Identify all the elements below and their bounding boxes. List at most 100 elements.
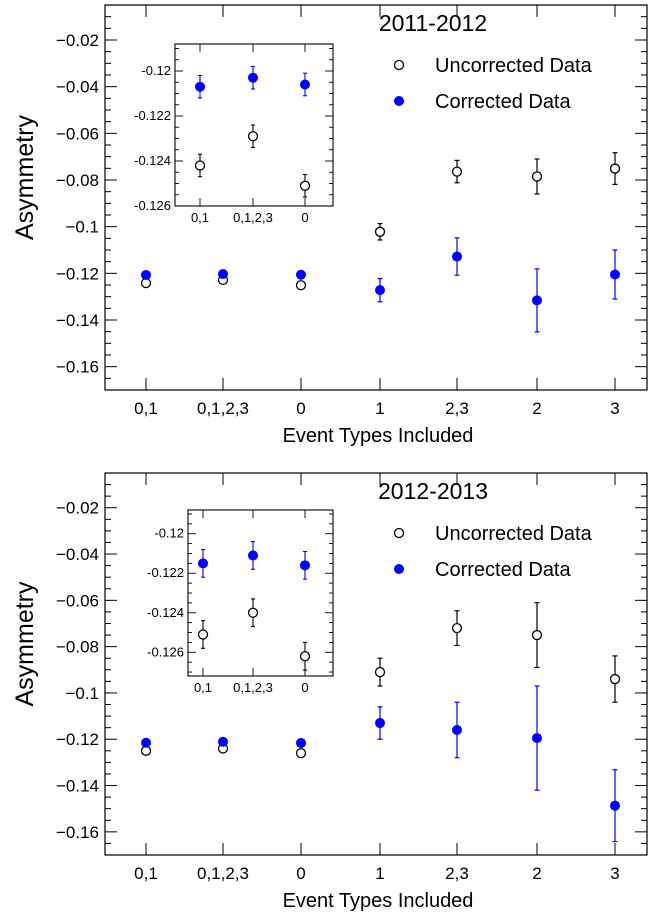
y-tick-label: −0.06: [56, 124, 99, 143]
y-tick-label: −0.02: [56, 499, 99, 518]
data-point-uncorrected: [374, 666, 386, 678]
data-point-uncorrected: [609, 673, 621, 685]
inset-point-uncorrected: [197, 629, 209, 640]
inset-frame: [187, 509, 334, 677]
inset-x-tick-label: 0: [301, 680, 308, 695]
x-tick-label: 2,3: [445, 399, 469, 418]
inset-x-tick-label: 0,1: [194, 680, 212, 695]
data-point-corrected: [218, 736, 228, 747]
legend-label: Corrected Data: [435, 91, 571, 113]
inset-y-tick-label: -0.124: [147, 605, 184, 620]
inset-y-tick-label: -0.122: [147, 565, 184, 580]
plot-frame: [104, 472, 648, 856]
inset-x-tick-label: 0,1,2,3: [233, 680, 273, 695]
data-point-corrected: [452, 251, 462, 262]
inset-y-tick-label: -0.124: [134, 153, 171, 168]
inset-y-tick-label: -0.12: [141, 63, 171, 78]
y-tick-label: −0.04: [56, 78, 99, 97]
y-tick-label: −0.1: [65, 218, 99, 237]
inset-y-tick-label: -0.122: [134, 108, 171, 123]
y-tick-label: −0.16: [56, 358, 99, 377]
y-tick-label: −0.12: [56, 264, 99, 283]
inset-point-corrected: [300, 560, 310, 571]
x-tick-label: 0,1,2,3: [197, 864, 249, 883]
data-point-uncorrected: [295, 747, 307, 759]
chart-title: 2012-2013: [378, 478, 488, 504]
y-tick-label: −0.02: [56, 31, 99, 50]
legend-marker-filled: [394, 96, 404, 106]
inset-panel: -0.12 -0.122 -0.124 -0.126 0,1 0,1,2,3 0: [147, 509, 334, 695]
inset-y-tick-label: -0.126: [147, 644, 184, 659]
x-tick-label: 3: [610, 399, 619, 418]
data-point-corrected: [375, 718, 385, 729]
y-tick-label: −0.14: [56, 777, 99, 796]
legend-marker-open: [393, 527, 405, 539]
inset-x-tick-label: 0: [301, 210, 308, 225]
inset-point-uncorrected: [247, 607, 259, 618]
y-tick-label: −0.1: [65, 684, 99, 703]
plot-frame: [104, 4, 648, 391]
chart-title: 2011-2012: [379, 10, 487, 36]
data-point-corrected: [296, 737, 306, 748]
data-point-uncorrected: [531, 629, 543, 641]
y-tick-label: −0.14: [56, 311, 99, 330]
data-point-corrected: [532, 295, 542, 306]
inset-y-tick-label: -0.126: [134, 198, 171, 213]
y-axis-title: Asymmetry: [11, 581, 39, 707]
x-tick-label: 0,1: [134, 399, 158, 418]
data-point-corrected: [532, 733, 542, 744]
legend-label: Uncorrected Data: [435, 55, 593, 77]
data-point-corrected: [375, 285, 385, 296]
x-tick-label: 0,1: [134, 864, 158, 883]
legend-marker-filled: [394, 564, 404, 574]
y-tick-label: −0.12: [56, 730, 99, 749]
inset-x-tick-label: 0,1,2,3: [233, 210, 273, 225]
y-tick-label: −0.06: [56, 591, 99, 610]
legend-label: Uncorrected Data: [435, 523, 593, 545]
legend-marker-open: [393, 59, 405, 71]
y-tick-label: −0.04: [56, 545, 99, 564]
inset-point-corrected: [300, 79, 310, 90]
x-tick-label: 0: [296, 399, 305, 418]
data-point-uncorrected: [140, 277, 152, 289]
inset-point-corrected: [248, 550, 258, 561]
data-point-corrected: [141, 269, 151, 280]
inset-point-uncorrected: [247, 131, 259, 142]
inset-point-corrected: [195, 81, 205, 92]
legend-label: Corrected Data: [435, 559, 571, 581]
x-tick-label: 2: [532, 399, 541, 418]
data-point-uncorrected: [374, 226, 386, 237]
data-point-corrected: [218, 269, 228, 280]
x-tick-label: 2,3: [445, 864, 469, 883]
data-point-uncorrected: [531, 171, 543, 182]
data-point-uncorrected: [295, 280, 307, 291]
inset-point-corrected: [198, 558, 208, 569]
inset-x-tick-label: 0,1: [191, 210, 209, 225]
data-point-uncorrected: [451, 622, 463, 634]
y-axis-title: Asymmetry: [11, 115, 39, 241]
x-axis-title: Event Types Included: [283, 425, 474, 447]
y-tick-label: −0.08: [56, 171, 99, 190]
data-point-uncorrected: [609, 163, 621, 174]
inset-y-tick-label: -0.12: [154, 526, 184, 541]
inset-point-uncorrected: [299, 651, 311, 662]
x-tick-label: 1: [375, 864, 384, 883]
data-point-uncorrected: [451, 166, 463, 177]
x-tick-label: 0: [296, 864, 305, 883]
data-point-corrected: [610, 800, 620, 811]
x-tick-label: 2: [532, 864, 541, 883]
data-point-corrected: [610, 269, 620, 280]
x-tick-label: 3: [610, 864, 619, 883]
x-tick-label: 0,1,2,3: [197, 399, 249, 418]
inset-point-corrected: [248, 72, 258, 83]
data-point-corrected: [141, 737, 151, 748]
data-point-corrected: [296, 269, 306, 280]
chart-panel-1: −0.02 −0.04 −0.06 −0.08 −0.1 −0.12 −0.14 −0.16 0…: [11, 4, 648, 447]
data-point-corrected: [452, 724, 462, 735]
inset-point-uncorrected: [194, 160, 206, 171]
inset-panel: -0.12 -0.122 -0.124 -0.126 0,1 0,1,2,3 0: [134, 43, 334, 225]
x-axis-title: Event Types Included: [283, 890, 474, 912]
inset-point-uncorrected: [299, 180, 311, 191]
y-tick-label: −0.16: [56, 823, 99, 842]
